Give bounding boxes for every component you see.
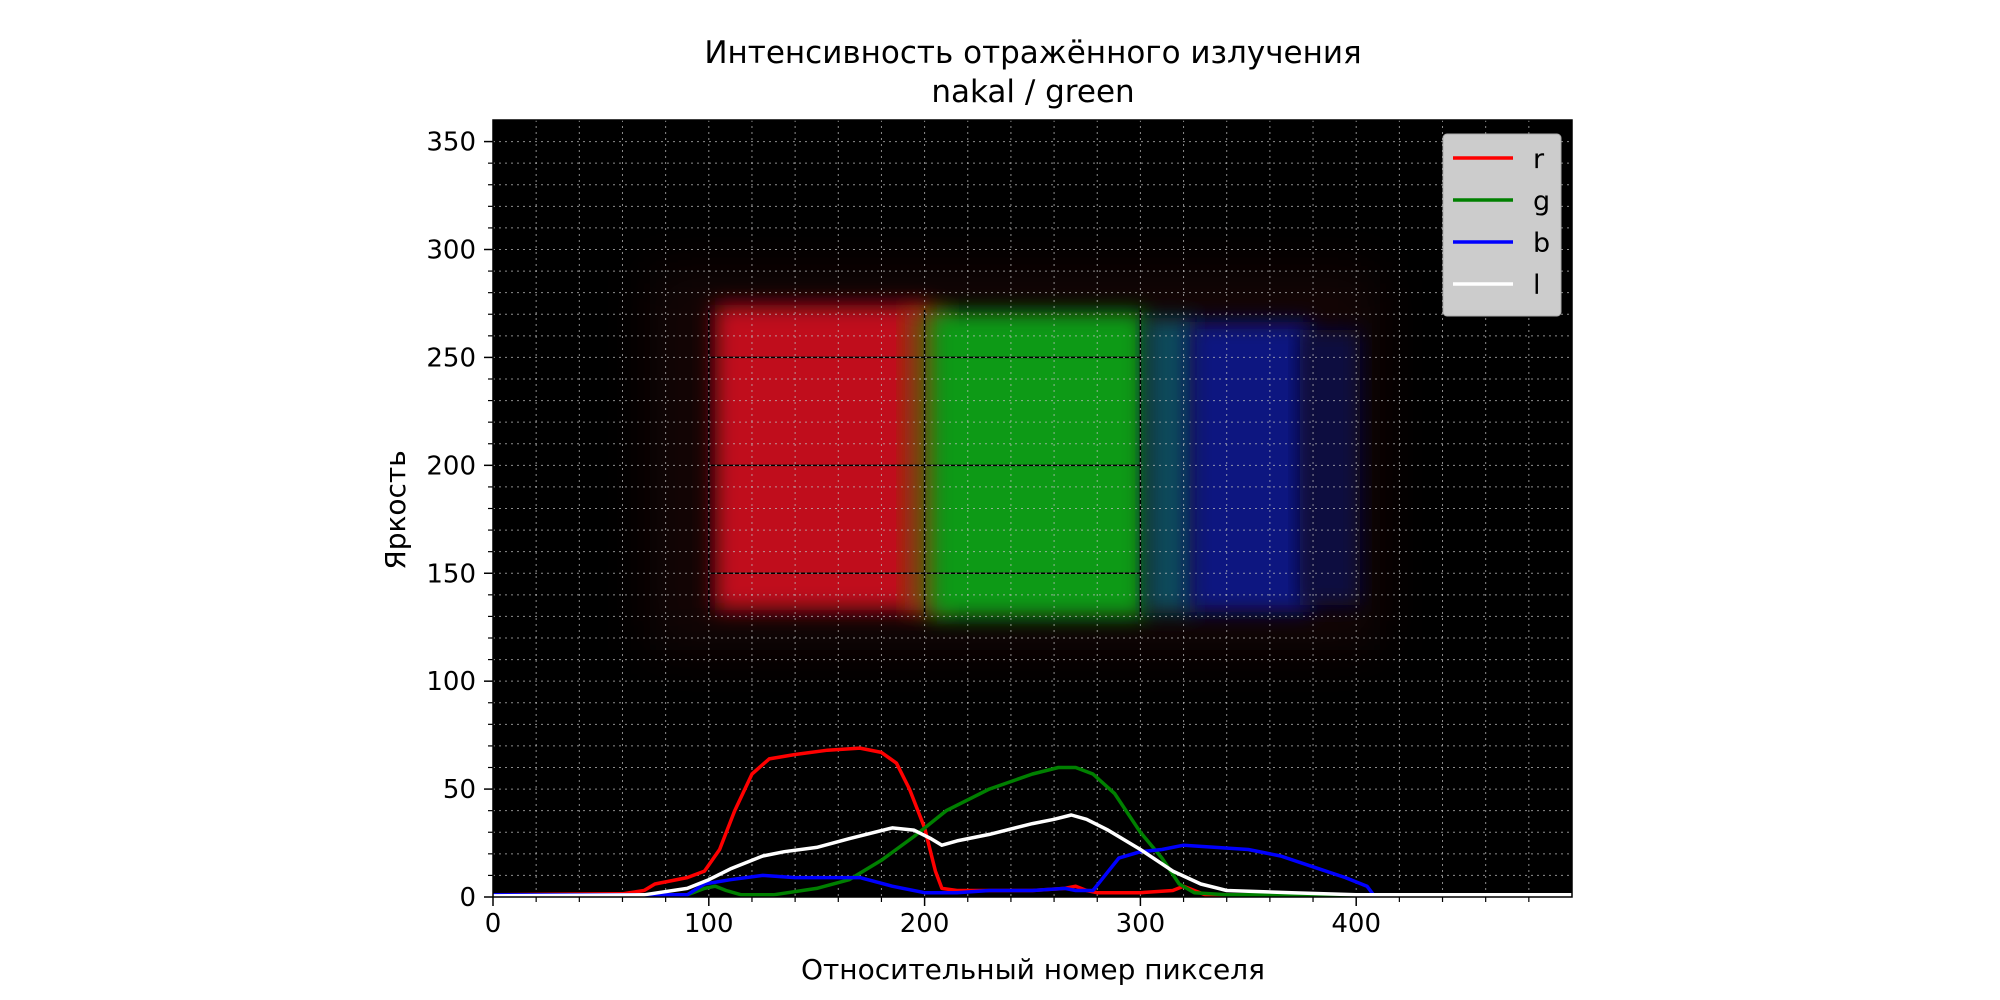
- chart-subtitle: nakal / green: [931, 74, 1134, 110]
- spectrum-image: [650, 270, 1380, 650]
- series-line-b: [493, 843, 1572, 897]
- x-tick-label: 200: [900, 909, 950, 939]
- x-axis: 0 100 200 300 400: [485, 897, 1530, 939]
- legend-label-r: r: [1533, 144, 1545, 175]
- legend-label-b: b: [1533, 228, 1550, 259]
- series-lines: [493, 746, 1572, 897]
- y-tick-label: 200: [426, 451, 476, 481]
- x-tick-label: 400: [1331, 909, 1381, 939]
- series-line-g: [493, 765, 1572, 897]
- x-axis-label: Относительный номер пикселя: [801, 953, 1265, 986]
- legend-label-g: g: [1533, 186, 1550, 217]
- plot-area: [493, 120, 1572, 897]
- y-axis: 0 50 100 150 200 250 300 350: [426, 128, 493, 913]
- y-tick-label: 350: [426, 128, 476, 158]
- y-tick-label: 100: [426, 667, 476, 697]
- y-tick-label: 50: [443, 775, 476, 805]
- y-tick-label: 250: [426, 343, 476, 373]
- x-tick-label: 300: [1116, 909, 1166, 939]
- legend-box: [1442, 133, 1562, 317]
- series-line-l: [493, 813, 1572, 897]
- y-tick-label: 300: [426, 236, 476, 266]
- y-tick-label: 150: [426, 559, 476, 589]
- chart-title: Интенсивность отражённого излучения: [704, 35, 1361, 71]
- y-tick-label: 0: [459, 883, 476, 913]
- legend-label-l: l: [1533, 270, 1541, 301]
- x-tick-label: 100: [684, 909, 734, 939]
- x-tick-label: 0: [485, 909, 502, 939]
- y-axis-label: Яркость: [379, 450, 412, 569]
